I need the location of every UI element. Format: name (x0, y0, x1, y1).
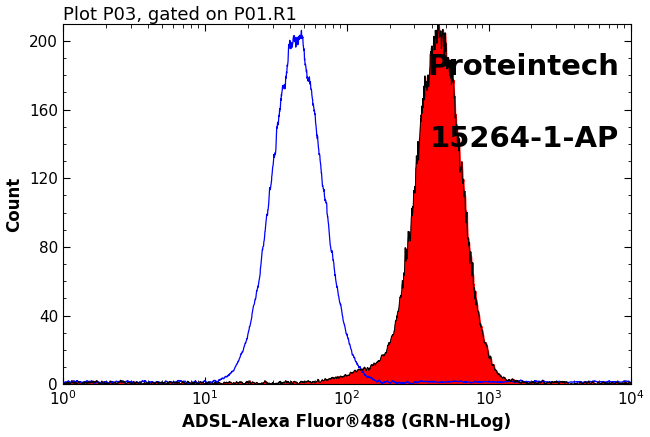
Text: Proteintech: Proteintech (428, 52, 619, 80)
Text: Plot P03, gated on P01.R1: Plot P03, gated on P01.R1 (63, 6, 297, 24)
Text: 15264-1-AP: 15264-1-AP (430, 125, 619, 153)
X-axis label: ADSL-Alexa Fluor®488 (GRN-HLog): ADSL-Alexa Fluor®488 (GRN-HLog) (182, 413, 512, 431)
Y-axis label: Count: Count (6, 177, 23, 232)
